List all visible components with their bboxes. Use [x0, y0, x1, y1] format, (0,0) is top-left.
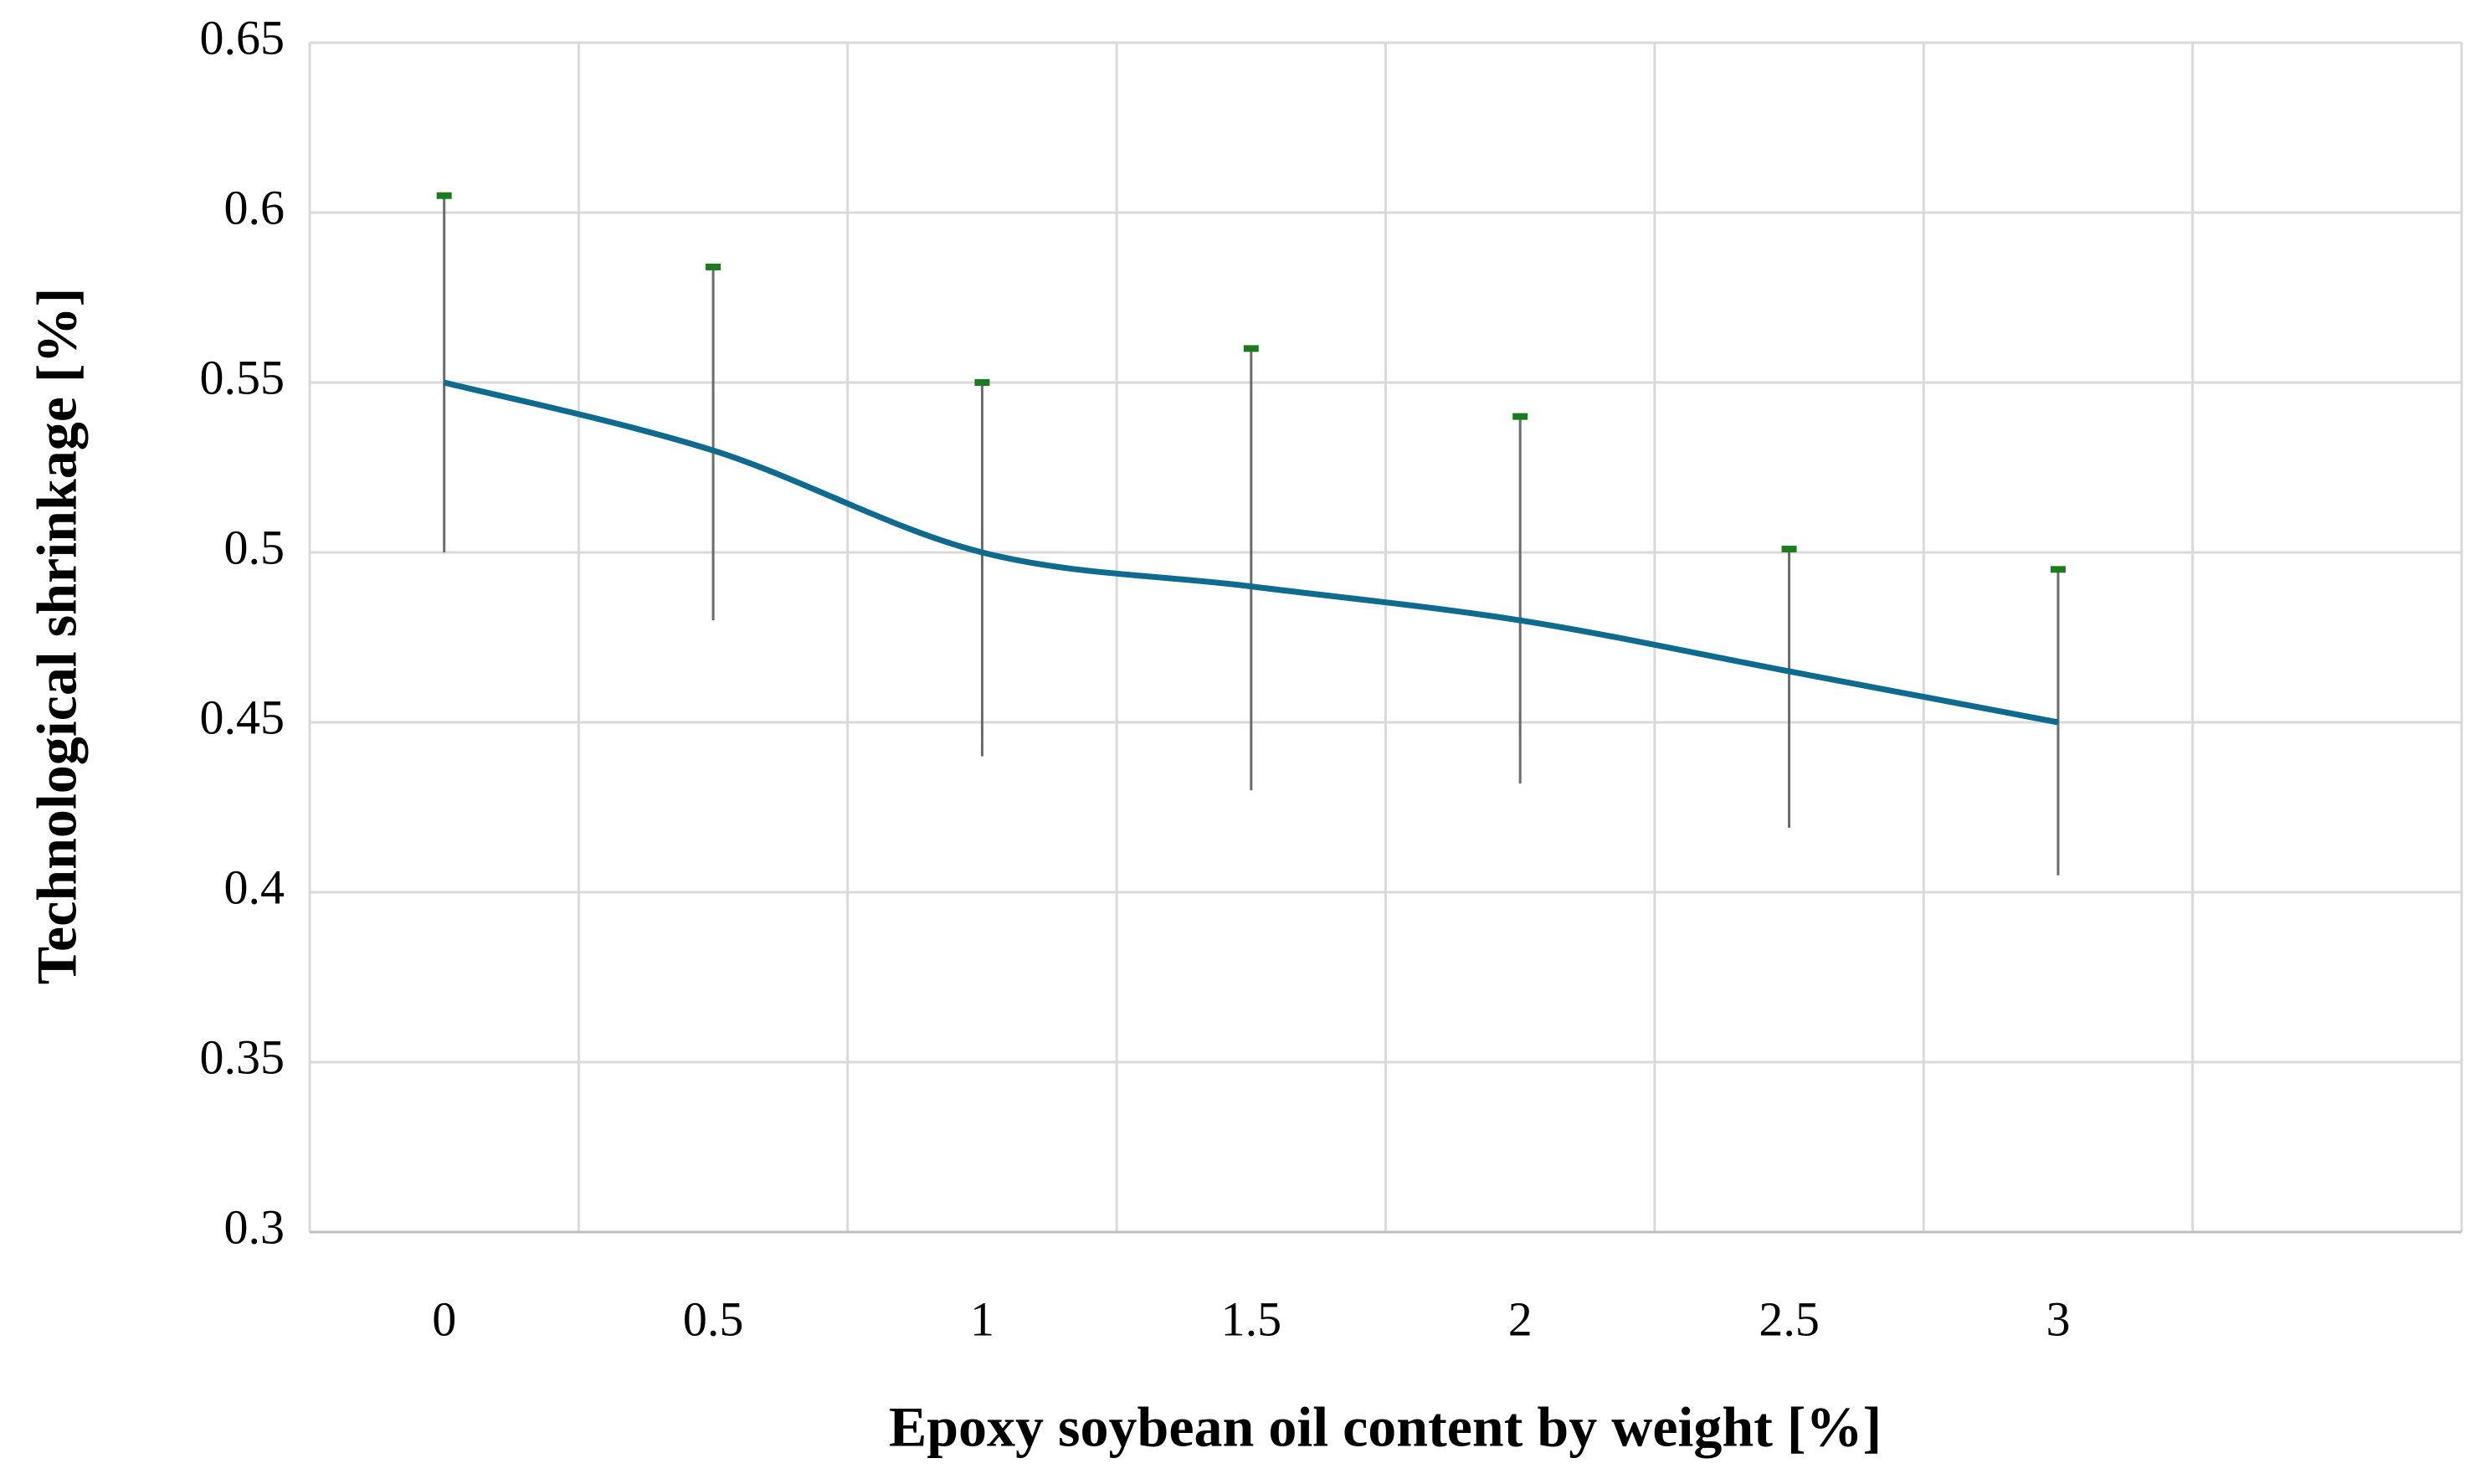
- x-tick-label: 2: [1508, 1291, 1533, 1346]
- x-tick-label: 1: [970, 1291, 994, 1346]
- data-line: [443, 379, 2059, 726]
- y-tick-label: 0.3: [224, 1199, 285, 1254]
- error-cap: [1243, 345, 1259, 352]
- x-axis-title: Epoxy soybean oil content by weight [%]: [889, 1395, 1882, 1459]
- y-axis-title: Technological shrinkage [%]: [25, 288, 89, 984]
- y-tick-label: 0.6: [224, 180, 285, 234]
- x-tick-label: 0: [432, 1291, 456, 1346]
- y-tick-label: 0.55: [200, 350, 285, 404]
- y-tick-label: 0.45: [200, 690, 285, 744]
- error-cap: [974, 379, 990, 386]
- x-tick-label: 0.5: [683, 1291, 744, 1346]
- x-tick-label: 2.5: [1759, 1291, 1820, 1346]
- x-tick-label: 1.5: [1221, 1291, 1282, 1346]
- error-cap: [706, 263, 721, 270]
- error-cap: [436, 192, 452, 199]
- error-cap: [2050, 566, 2066, 573]
- y-tick-label: 0.35: [200, 1030, 285, 1084]
- y-tick-label: 0.4: [224, 860, 285, 914]
- error-cap: [1781, 545, 1797, 552]
- error-cap: [1512, 413, 1528, 420]
- y-tick-label: 0.5: [224, 520, 285, 574]
- y-tick-label: 0.65: [200, 10, 285, 64]
- x-tick-label: 3: [2046, 1291, 2070, 1346]
